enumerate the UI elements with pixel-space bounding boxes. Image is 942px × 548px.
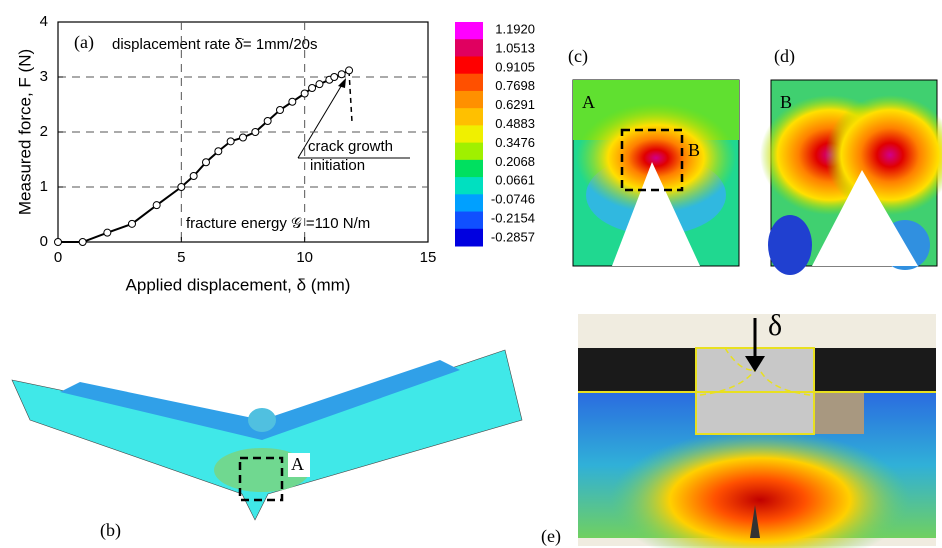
data-point xyxy=(309,85,316,92)
panel-label: (a) xyxy=(74,32,94,53)
contour-panel-d: (d) B xyxy=(760,46,942,275)
x-tick-label: 10 xyxy=(296,249,313,266)
y-tick-label: 3 xyxy=(40,68,48,85)
y-tick-label: 2 xyxy=(40,123,48,140)
colorbar-label: -0.2154 xyxy=(491,211,535,226)
drop-line xyxy=(349,71,352,122)
data-point xyxy=(301,90,308,97)
data-point xyxy=(252,129,259,136)
y-axis-label: Measured force, F (N) xyxy=(15,49,34,215)
colorbar-label: 1.0513 xyxy=(495,40,535,55)
data-point xyxy=(264,118,271,125)
fe-mesh-panel-b: A (b) xyxy=(12,350,522,541)
colorbar: 1.1920 1.0513 0.9105 0.7698 0.6291 0.4883 0.34… xyxy=(455,21,535,246)
colorbar-swatch xyxy=(455,22,483,40)
colorbar-swatch xyxy=(455,91,483,109)
marker: δ xyxy=(768,309,782,342)
colorbar-label: 0.4883 xyxy=(495,116,535,131)
data-point xyxy=(203,159,210,166)
data-point xyxy=(153,202,160,209)
marker: B xyxy=(688,140,700,160)
data-point xyxy=(55,239,62,246)
colorbar-swatch xyxy=(455,74,483,92)
colorbar-swatch xyxy=(455,125,483,143)
data-point xyxy=(104,229,111,236)
colorbar-swatch xyxy=(455,177,483,195)
data-point xyxy=(289,98,296,105)
colorbar-label: 1.1920 xyxy=(495,21,535,36)
data-point xyxy=(190,173,197,180)
annotation: displacement rate δ̇= 1mm/20s xyxy=(112,36,318,53)
x-tick-label: 15 xyxy=(420,249,437,266)
data-point xyxy=(178,184,185,191)
data-point xyxy=(215,148,222,155)
dic-photo-panel-e: δ (e) xyxy=(541,309,936,548)
panel-label: (e) xyxy=(541,526,561,547)
data-point xyxy=(79,239,86,246)
y-tick-label: 1 xyxy=(40,178,48,195)
arrow-head xyxy=(338,78,346,88)
colorbar-swatch xyxy=(455,108,483,126)
contour-band xyxy=(768,215,812,275)
y-tick-label: 0 xyxy=(40,233,48,250)
line-chart: (a) displacement rate δ̇= 1mm/20s crack … xyxy=(15,13,436,295)
marker: A xyxy=(291,454,304,474)
contour-band xyxy=(248,408,276,432)
data-point xyxy=(346,67,353,74)
marker: A xyxy=(582,92,595,112)
colorbar-label: 0.0661 xyxy=(495,173,535,188)
annotation: initiation xyxy=(310,157,365,174)
panel-label: (c) xyxy=(568,46,588,67)
x-tick-label: 5 xyxy=(177,249,185,266)
annotation: crack growth xyxy=(308,138,393,155)
data-point xyxy=(338,71,345,78)
contour-panel-c: (c) A B xyxy=(568,46,739,266)
x-axis-label: Applied displacement, δ (mm) xyxy=(126,275,351,294)
data-point xyxy=(316,81,323,88)
panel-label: (d) xyxy=(774,46,795,67)
data-point xyxy=(331,74,338,81)
colorbar-label: 0.3476 xyxy=(495,135,535,150)
colorbar-swatch xyxy=(455,194,483,212)
colorbar-label: 0.6291 xyxy=(495,97,535,112)
y-tick-label: 4 xyxy=(40,13,48,30)
colorbar-swatch xyxy=(455,143,483,161)
data-point xyxy=(277,107,284,114)
colorbar-label: 0.9105 xyxy=(495,59,535,74)
annotation: fracture energy 𝒢 =110 N/m xyxy=(186,215,370,232)
colorbar-swatch xyxy=(455,56,483,74)
data-point xyxy=(240,134,247,141)
colorbar-label: 0.7698 xyxy=(495,78,535,93)
colorbar-swatch xyxy=(455,229,483,247)
data-point xyxy=(227,138,234,145)
x-tick-label: 0 xyxy=(54,249,62,266)
data-point xyxy=(129,220,136,227)
colorbar-swatch xyxy=(455,212,483,230)
colorbar-label: -0.0746 xyxy=(491,192,535,207)
colorbar-swatch xyxy=(455,160,483,178)
colorbar-label: -0.2857 xyxy=(491,229,535,244)
panel-label: (b) xyxy=(100,520,121,541)
colorbar-label: 0.2068 xyxy=(495,154,535,169)
marker: B xyxy=(780,92,792,112)
figure: (a) displacement rate δ̇= 1mm/20s crack … xyxy=(0,0,942,548)
colorbar-swatch xyxy=(455,39,483,57)
photo-region xyxy=(814,392,864,434)
